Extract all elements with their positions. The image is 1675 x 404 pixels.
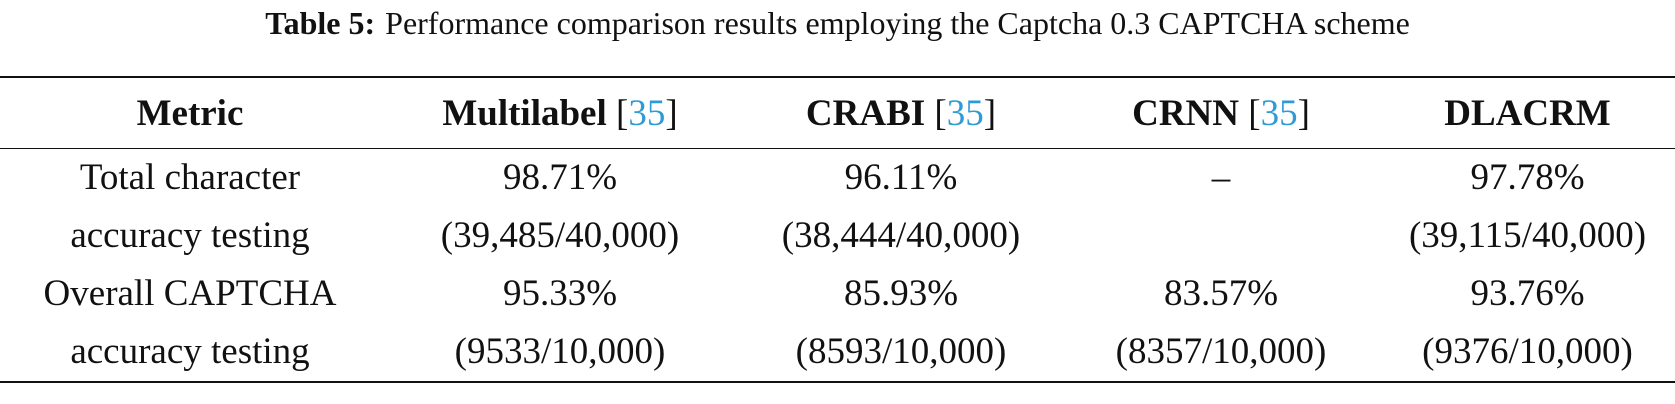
reference-bracket: ] [665, 92, 678, 134]
table-row: Total character accuracy testing 98.71% (39… [0, 149, 1675, 266]
reference: [35] [1248, 93, 1310, 134]
cell-line: accuracy testing [70, 215, 310, 256]
table-cell: Total character accuracy testing [0, 149, 380, 266]
header-cell: Metric [0, 77, 380, 149]
cell-line: 95.33% [502, 273, 618, 314]
header-row: Metric Multilabel [35] CRABI [35] CRNN [35]… [0, 77, 1675, 149]
table-cell: 85.93% (8593/10,000) [740, 265, 1062, 382]
cell-line: (9533/10,000) [454, 331, 666, 372]
header-name: Multilabel [442, 92, 607, 134]
table-caption: Table 5: Performance comparison results e… [0, 0, 1675, 46]
header-cell: CRABI [35] [740, 77, 1062, 149]
table-cell: 95.33% (9533/10,000) [380, 265, 740, 382]
reference-bracket: ] [1297, 92, 1310, 134]
cell-line: – [1211, 157, 1231, 198]
cell-line: Overall CAPTCHA [43, 273, 337, 314]
header-cell: CRNN [35] [1062, 77, 1380, 149]
cell-line: (8357/10,000) [1115, 331, 1327, 372]
cell-line: 97.78% [1470, 157, 1585, 198]
cell-line: accuracy testing [70, 331, 310, 372]
header-cell: DLACRM [1380, 77, 1675, 149]
reference-number: 35 [1260, 92, 1298, 134]
table-cell: 96.11% (38,444/40,000) [740, 149, 1062, 266]
results-table: Metric Multilabel [35] CRABI [35] CRNN [35]… [0, 76, 1675, 383]
cell-line: Total character [79, 157, 301, 198]
cell-line: (8593/10,000) [795, 331, 1007, 372]
reference-number: 35 [628, 92, 666, 134]
table-cell: 93.76% (9376/10,000) [1380, 265, 1675, 382]
table-body: Total character accuracy testing 98.71% (39… [0, 149, 1675, 383]
table-cell: Overall CAPTCHA accuracy testing [0, 265, 380, 382]
header-name: CRNN [1132, 92, 1239, 134]
header-cell: Multilabel [35] [380, 77, 740, 149]
table-cell: 97.78% (39,115/40,000) [1380, 149, 1675, 266]
table-cell: – [1062, 149, 1380, 266]
cell-line: (38,444/40,000) [781, 215, 1021, 256]
cell-line: (39,115/40,000) [1408, 215, 1647, 256]
reference: [35] [616, 93, 678, 134]
cell-line: (9376/10,000) [1422, 331, 1633, 372]
reference-bracket: [ [1248, 92, 1261, 134]
table-row: Overall CAPTCHA accuracy testing 95.33% (95… [0, 265, 1675, 382]
reference: [35] [934, 93, 996, 134]
reference-bracket: ] [983, 92, 997, 134]
header-name: DLACRM [1444, 92, 1611, 134]
reference-bracket: [ [616, 92, 629, 134]
cell-line: 98.71% [502, 157, 618, 198]
table-cell: 98.71% (39,485/40,000) [380, 149, 740, 266]
cell-line: 96.11% [844, 157, 958, 198]
header-name: Metric [136, 92, 244, 134]
cell-line: 85.93% [843, 273, 959, 314]
reference-number: 35 [946, 92, 984, 134]
reference-bracket: [ [934, 92, 947, 134]
cell-line: (39,485/40,000) [440, 215, 680, 256]
cell-line: 83.57% [1163, 273, 1279, 314]
cell-line: 93.76% [1470, 273, 1585, 314]
table-cell: 83.57% (8357/10,000) [1062, 265, 1380, 382]
caption-label: Table 5: [265, 5, 376, 41]
caption-text: Performance comparison results employing… [385, 5, 1410, 41]
header-name: CRABI [805, 92, 926, 134]
